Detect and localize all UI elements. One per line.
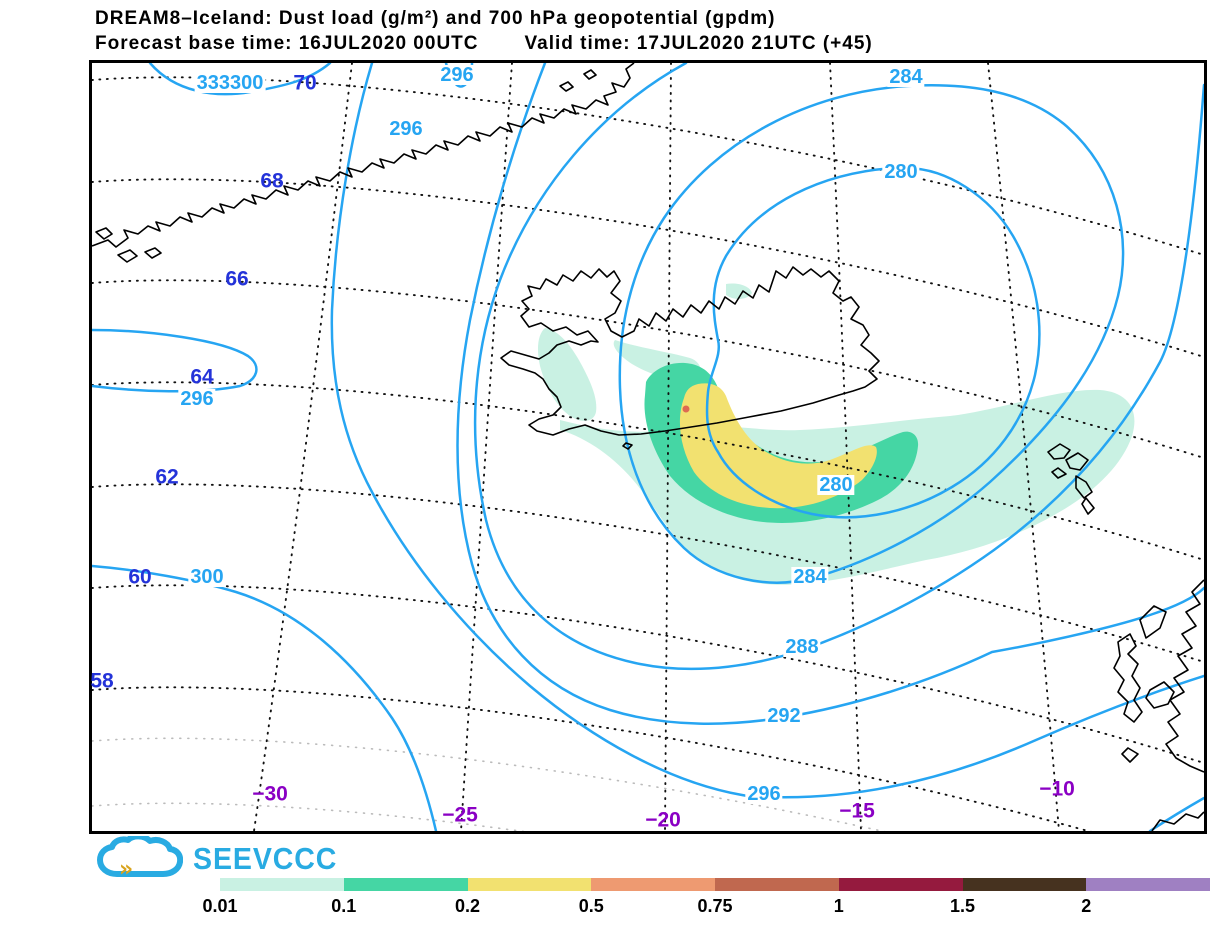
scotland-south-coast — [1151, 811, 1204, 831]
meridian-20W — [664, 63, 672, 831]
legend-tick-0.75: 0.75 — [697, 896, 733, 916]
iceland-coast — [500, 266, 880, 436]
forecast-base-time: Forecast base time: 16JUL2020 00UTC — [95, 33, 479, 54]
contour-300-top — [148, 63, 332, 96]
legend-swatch-0.75 — [715, 878, 839, 891]
faroe-islands — [1047, 443, 1095, 515]
map-subtitle: Forecast base time: 16JUL2020 00UTC Vali… — [95, 33, 873, 55]
seevccc-logo: » SEEVCCC — [95, 836, 350, 882]
valid-time: Valid time: 17JUL2020 21UTC (+45) — [524, 33, 873, 54]
legend-swatch-1 — [838, 878, 963, 891]
dust-area-0.01 — [537, 328, 597, 421]
contour-300 — [92, 564, 438, 831]
dust-spot-max — [682, 405, 690, 413]
legend-swatch-0.2 — [467, 878, 592, 891]
contour-288 — [473, 63, 1204, 671]
scotland-coast — [1165, 579, 1204, 773]
legend-tick-1.5: 1.5 — [949, 896, 976, 916]
legend-swatch-0.1 — [343, 878, 468, 891]
contour-296 — [330, 63, 1204, 799]
parallel-70N — [92, 76, 1204, 256]
colorbar-ticks: 0.01 0.1 0.2 0.5 0.75 1 1.5 2 — [202, 896, 1210, 918]
legend-tick-1: 1 — [833, 896, 844, 916]
parallel-58N — [92, 686, 1092, 831]
meridian-15W — [829, 63, 862, 831]
logo-text: SEEVCCC — [193, 841, 338, 876]
coastlines — [92, 63, 1204, 831]
parallel-68N — [92, 178, 1204, 358]
meridian-30W — [253, 63, 353, 831]
parallel-66N — [92, 279, 1204, 459]
legend-tick-2: 2 — [1081, 896, 1092, 916]
vestmannaeyjar-islets — [622, 442, 633, 450]
contour-296-tongue — [92, 328, 258, 393]
legend-tick-0.1: 0.1 — [331, 896, 357, 916]
map-title: DREAM8–Iceland: Dust load (g/m²) and 700… — [95, 8, 776, 29]
greenland-coast — [92, 63, 635, 248]
greenland-islets — [95, 69, 597, 263]
parallel-minor — [92, 737, 886, 831]
dust-area-0.01 — [726, 283, 752, 299]
map-canvas: 333300 296 296 284 280 296 300 280 284 288 292 296 7… — [89, 60, 1207, 834]
parallel-60N — [92, 584, 1204, 764]
legend-swatch-1.5 — [962, 878, 1087, 891]
contour-300-corner — [1148, 796, 1204, 831]
contour-280-inner — [705, 166, 1041, 519]
meridian-25W — [460, 63, 513, 831]
hebrides-islands — [1113, 605, 1175, 763]
cloud-outline — [97, 836, 183, 877]
parallel-minor — [92, 802, 526, 831]
legend-swatch-2 — [1086, 878, 1210, 891]
parallel-62N — [92, 483, 1204, 663]
contour-292 — [456, 63, 1204, 725]
title-block: DREAM8–Iceland: Dust load (g/m²) and 700… — [95, 8, 873, 55]
contour-296-spur — [444, 63, 474, 88]
dust-load-colorbar — [220, 878, 1210, 891]
logo-chevrons: » — [119, 857, 133, 882]
parallel-64N — [92, 381, 1204, 561]
legend-tick-0.5: 0.5 — [578, 896, 604, 916]
legend-swatch-0.01 — [220, 878, 344, 891]
legend-tick-0.2: 0.2 — [454, 896, 481, 916]
legend-tick-0.01: 0.01 — [202, 896, 238, 916]
cloud-logo-icon: » — [97, 836, 183, 882]
legend-swatch-0.5 — [591, 878, 715, 891]
map-svg — [92, 63, 1204, 831]
